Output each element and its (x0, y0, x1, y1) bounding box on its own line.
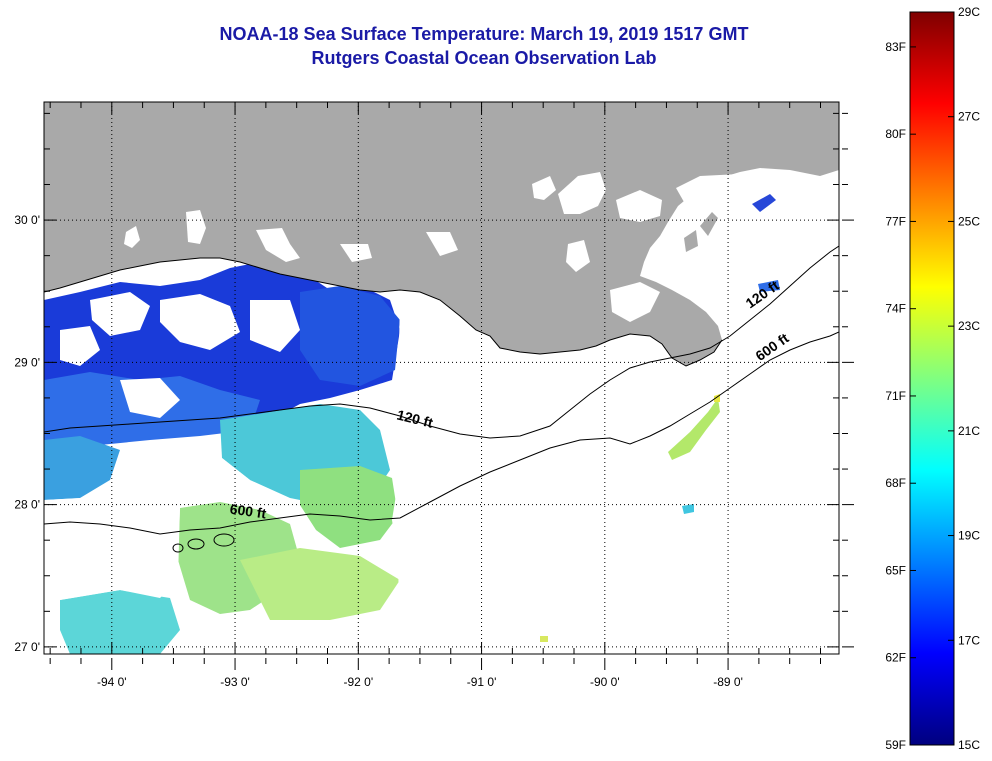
lat-tick-label: 28 0' (14, 498, 40, 512)
colorbar-fahrenheit-label: 74F (885, 302, 906, 316)
breton-island (684, 230, 698, 252)
colorbar-celsius-label: 17C (958, 633, 980, 647)
lon-tick-label: -94 0' (97, 675, 127, 689)
sst-patch-cyan-east-overlay (682, 504, 694, 514)
chandeleur-island (700, 212, 718, 236)
inland-lake-borgne (616, 190, 662, 222)
cloud-mask-west-3 (250, 300, 300, 352)
coastline-line (44, 257, 723, 367)
tick-marks (44, 102, 854, 670)
inland-lake-maurepas (566, 240, 590, 272)
cloud-mask-south (44, 496, 180, 610)
lon-tick-label: -93 0' (220, 675, 250, 689)
contour-label: 600 ft (229, 501, 268, 522)
sst-patch-cyan-southwest (60, 590, 180, 654)
inland-lake-east-sound (676, 174, 760, 206)
lon-tick-label: -89 0' (713, 675, 743, 689)
colorbar-fahrenheit-label: 62F (885, 651, 906, 665)
map-title: NOAA-18 Sea Surface Temperature: March 1… (219, 24, 749, 44)
lat-tick-label: 30 0' (14, 213, 40, 227)
colorbar-celsius-label: 25C (958, 214, 980, 228)
colorbar-gradient (909, 11, 955, 746)
axis-labels: -94 0' -93 0' -92 0' -91 0' -90 0' -89 0' 30 0… (14, 213, 743, 689)
inland-lake-grand (256, 228, 300, 262)
inland-delta-water (610, 282, 660, 322)
cloud-mask-west-4 (60, 326, 100, 366)
sst-patch-yellow-south-dot (540, 636, 548, 642)
sst-patch-light-green-south (240, 548, 400, 622)
contour-600ft-line (44, 331, 839, 535)
inland-lake-sabine (124, 226, 140, 248)
colorbar: 29C 27C 25C 23C 21C 19C 17C 15C 83F 80F 77F 74F 71F 6… (885, 5, 980, 752)
colorbar-fahrenheit-label: 59F (885, 738, 906, 752)
contour-loop-3 (172, 543, 184, 553)
colorbar-fahrenheit-label: 83F (885, 40, 906, 54)
colorbar-celsius-label: 27C (958, 110, 980, 124)
colorbar-celsius-label: 15C (958, 738, 980, 752)
plot-frame (43, 101, 840, 655)
sst-patch-green-central (300, 466, 398, 548)
colorbar-celsius-label: 19C (958, 529, 980, 543)
contour-loop-2 (213, 533, 235, 547)
lon-tick-label: -90 0' (590, 675, 620, 689)
sst-patch-blue-east-overlay (758, 280, 780, 292)
lat-tick-label: 27 0' (14, 640, 40, 654)
sst-patch-green-east-overlay (668, 398, 720, 460)
grid-layer (44, 102, 839, 654)
lon-tick-label: -91 0' (467, 675, 497, 689)
sst-patch-blue-bay (752, 194, 776, 212)
colorbar-fahrenheit-label: 68F (885, 476, 906, 490)
cloud-mask-west (90, 292, 150, 336)
inland-lake-atchafalaya (426, 232, 458, 256)
map-subtitle: Rutgers Coastal Ocean Observation Lab (311, 48, 657, 68)
cloud-mask-west-2 (160, 294, 240, 350)
colorbar-celsius-label: 21C (958, 424, 980, 438)
lat-tick-label: 29 0' (14, 355, 40, 369)
marsh-islands (684, 212, 718, 252)
inland-lake-white (340, 244, 372, 262)
contour-loop-1 (187, 538, 205, 550)
sst-patch-mid-blue-west (44, 372, 260, 480)
colorbar-fahrenheit-label: 77F (885, 214, 906, 228)
colorbar-celsius-label: 23C (958, 319, 980, 333)
sst-patch-blue-central (300, 286, 400, 386)
colorbar-labels: 29C 27C 25C 23C 21C 19C 17C 15C 83F 80F 77F 74F 71F 6… (885, 5, 980, 752)
colorbar-fahrenheit-label: 80F (885, 127, 906, 141)
colorbar-fahrenheit-label: 65F (885, 563, 906, 577)
inland-lake-small-1 (532, 176, 556, 200)
inland-lake-calcasieu (186, 210, 206, 244)
cloud-mask-west-5 (120, 378, 180, 418)
lon-tick-label: -92 0' (343, 675, 373, 689)
contour-120ft-line (44, 245, 839, 439)
colorbar-fahrenheit-label: 71F (885, 389, 906, 403)
colorbar-celsius-label: 29C (958, 5, 980, 19)
contour-small-loops (172, 533, 235, 553)
cloud-mask-central (190, 458, 250, 500)
inland-lake-pontchartrain (558, 172, 606, 214)
sst-patch-teal-west (44, 436, 120, 500)
cloud-mask-south-2 (180, 620, 400, 654)
inland-water-layer (124, 172, 760, 322)
